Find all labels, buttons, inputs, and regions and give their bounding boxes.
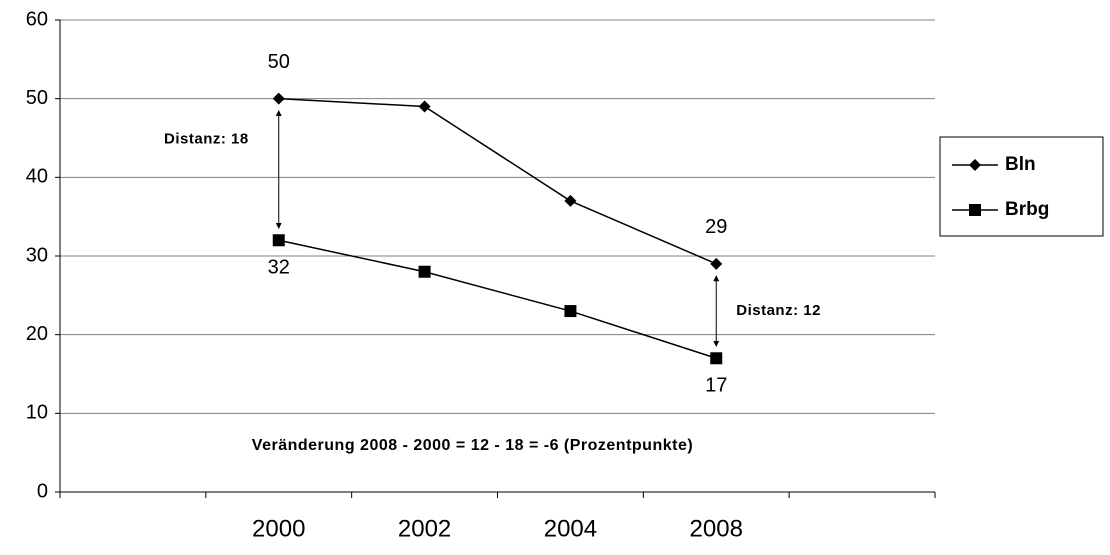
data-point	[710, 352, 723, 365]
legend-label: Brbg	[1005, 199, 1049, 220]
x-tick-label: 2004	[544, 515, 597, 542]
data-point	[564, 305, 577, 318]
y-tick-label: 30	[26, 244, 48, 266]
data-label: 32	[268, 257, 290, 279]
x-tick-label: 2008	[690, 515, 743, 542]
data-point	[564, 194, 577, 207]
data-label: 50	[268, 51, 290, 73]
y-tick-label: 10	[26, 402, 48, 424]
y-tick-label: 20	[26, 323, 48, 345]
y-tick-label: 40	[26, 166, 48, 188]
x-tick-label: 2002	[398, 515, 451, 542]
legend-label: Bln	[1005, 154, 1036, 175]
annotation: Distanz: 12	[736, 302, 821, 319]
annotation: Veränderung 2008 - 2000 = 12 - 18 = -6 (…	[252, 437, 693, 454]
data-label: 17	[705, 375, 727, 397]
data-point	[272, 234, 285, 247]
legend-box	[939, 136, 1104, 237]
annotation: Distanz: 18	[164, 130, 249, 147]
y-tick-label: 0	[37, 480, 48, 502]
data-point	[272, 92, 285, 105]
data-point	[710, 257, 723, 270]
legend-marker	[969, 204, 981, 216]
x-tick-label: 2000	[252, 515, 305, 542]
y-tick-label: 60	[26, 8, 48, 30]
series-line	[278, 239, 717, 359]
data-point	[418, 100, 431, 113]
data-label: 29	[705, 216, 727, 238]
y-tick-label: 50	[26, 87, 48, 109]
data-point	[418, 265, 431, 278]
legend-marker	[969, 159, 981, 171]
series-line	[278, 97, 717, 265]
